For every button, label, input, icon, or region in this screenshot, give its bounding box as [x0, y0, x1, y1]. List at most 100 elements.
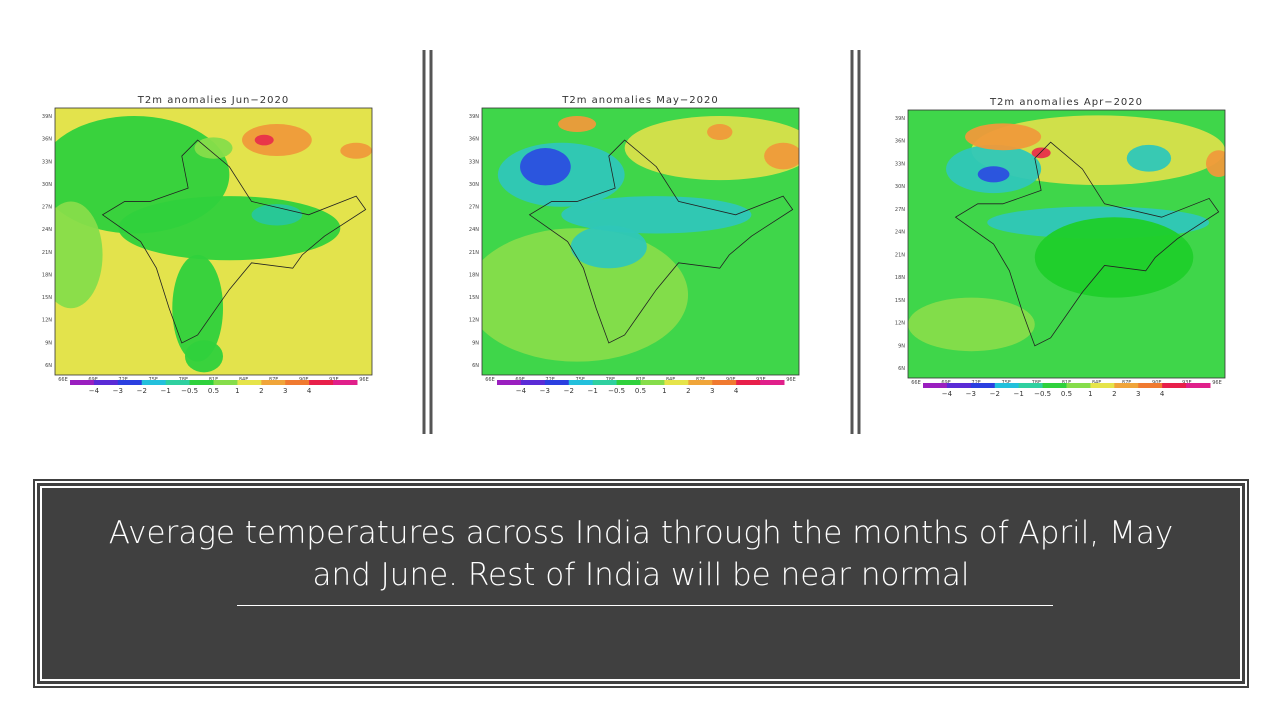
colorbar-label: 1 [662, 387, 666, 395]
lat-label: 12N [42, 318, 52, 324]
colorbar-segment [165, 380, 191, 385]
colorbar-segment [70, 380, 95, 385]
colorbar-label: 1 [235, 387, 239, 395]
colorbar-segment [946, 383, 972, 388]
lat-label: 18N [42, 272, 52, 278]
colorbar-segment [285, 380, 310, 385]
colorbar-segment [568, 380, 594, 385]
anomaly-region [764, 142, 799, 170]
colorbar-segment [1114, 383, 1139, 388]
anomaly-region [340, 142, 372, 159]
anomaly-region [707, 124, 733, 141]
colorbar-label: 3 [1136, 390, 1140, 398]
colorbar-segment [1018, 383, 1044, 388]
lat-label: 36N [895, 139, 905, 145]
colorbar-segment [994, 383, 1020, 388]
caption: Average temperatures across India throug… [108, 515, 1174, 593]
anomaly-region [977, 166, 1010, 183]
anomaly-region [242, 124, 312, 157]
anomaly-region [624, 116, 799, 181]
colorbar-label: 4 [307, 387, 312, 395]
colorbar-label: −3 [113, 387, 123, 395]
map-title: T2m anomalies Apr−2020 [989, 97, 1143, 108]
colorbar-label: 0.5 [1061, 390, 1072, 398]
lat-label: 30N [469, 182, 479, 188]
map-panel: T2m anomalies Jun−202039N36N33N30N27N24N… [42, 95, 373, 395]
lat-label: 12N [895, 321, 905, 327]
anomaly-region [251, 204, 303, 226]
lat-label: 39N [42, 114, 52, 120]
map [908, 110, 1225, 378]
map-frame [481, 107, 800, 376]
lat-label: 12N [469, 318, 479, 324]
lat-label: 30N [895, 184, 905, 190]
lat-label: 30N [42, 182, 52, 188]
anomaly-region [55, 201, 103, 309]
colorbar-label: −1 [588, 387, 598, 395]
lat-label: 27N [469, 205, 479, 211]
lat-label: 33N [42, 159, 52, 165]
colorbar-segment [1162, 383, 1187, 388]
colorbar-segment [592, 380, 618, 385]
anomaly-region [561, 196, 752, 234]
colorbar-label: −3 [540, 387, 550, 395]
lat-label: 9N [898, 343, 905, 349]
colorbar-segment [736, 380, 761, 385]
anomaly-region [254, 134, 274, 146]
colorbar-segment [309, 380, 334, 385]
lat-label: 21N [42, 250, 52, 256]
colorbar-segment [237, 380, 262, 385]
lon-label: 96E [786, 377, 796, 383]
lat-label: 6N [898, 366, 905, 372]
map-title: T2m anomalies May−2020 [561, 95, 718, 106]
caption-frame: Average temperatures across India throug… [40, 486, 1242, 681]
colorbar-label: 3 [283, 387, 287, 395]
colorbar-label: 3 [710, 387, 714, 395]
colorbar-label: 2 [686, 387, 690, 395]
colorbar-label: 0.5 [208, 387, 219, 395]
map [55, 108, 372, 375]
lat-label: 24N [42, 227, 52, 233]
colorbar-segment [970, 383, 996, 388]
colorbar-label: −4 [942, 390, 953, 398]
country-outline [954, 141, 1220, 347]
colorbar-segment [1066, 383, 1091, 388]
anomaly-region [520, 148, 571, 186]
colorbar-segment [497, 380, 522, 385]
colorbar-segment [712, 380, 737, 385]
maps-area: T2m anomalies Jun−202039N36N33N30N27N24N… [42, 50, 1226, 434]
colorbar-segment [664, 380, 689, 385]
lat-label: 6N [45, 363, 52, 369]
lat-label: 15N [42, 295, 52, 301]
lat-label: 33N [895, 161, 905, 167]
anomaly-region [965, 123, 1042, 151]
colorbar-label: −1 [161, 387, 171, 395]
lon-label: 96E [1212, 380, 1222, 386]
lat-label: 27N [895, 207, 905, 213]
colorbar-segment [213, 380, 238, 385]
colorbar-label: 2 [259, 387, 263, 395]
colorbar-label: −3 [966, 390, 976, 398]
map [482, 108, 799, 375]
colorbar-label: −2 [137, 387, 147, 395]
lat-label: 36N [469, 137, 479, 143]
lat-label: 21N [895, 252, 905, 258]
lat-label: 24N [895, 230, 905, 236]
colorbar-label: −0.5 [1034, 390, 1051, 398]
anomaly-region [908, 297, 1035, 352]
lat-label: 15N [895, 298, 905, 304]
map-frame [907, 109, 1226, 379]
anomaly-region [558, 116, 597, 133]
colorbar-segment [189, 380, 214, 385]
colorbar-label: −2 [990, 390, 1000, 398]
map-panel: T2m anomalies Apr−2020 3 9N 36N 33N 30N 27N 24N… [895, 97, 1226, 398]
colorbar-segment [1186, 383, 1211, 388]
colorbar-segment [141, 380, 167, 385]
colorbar-label: −2 [564, 387, 574, 395]
anomaly-region [482, 228, 689, 362]
colorbar-segment [688, 380, 713, 385]
lat-label: 9N [45, 340, 52, 346]
colorbar-label: 2 [1112, 390, 1116, 398]
colorbar-label: −1 [1014, 390, 1024, 398]
